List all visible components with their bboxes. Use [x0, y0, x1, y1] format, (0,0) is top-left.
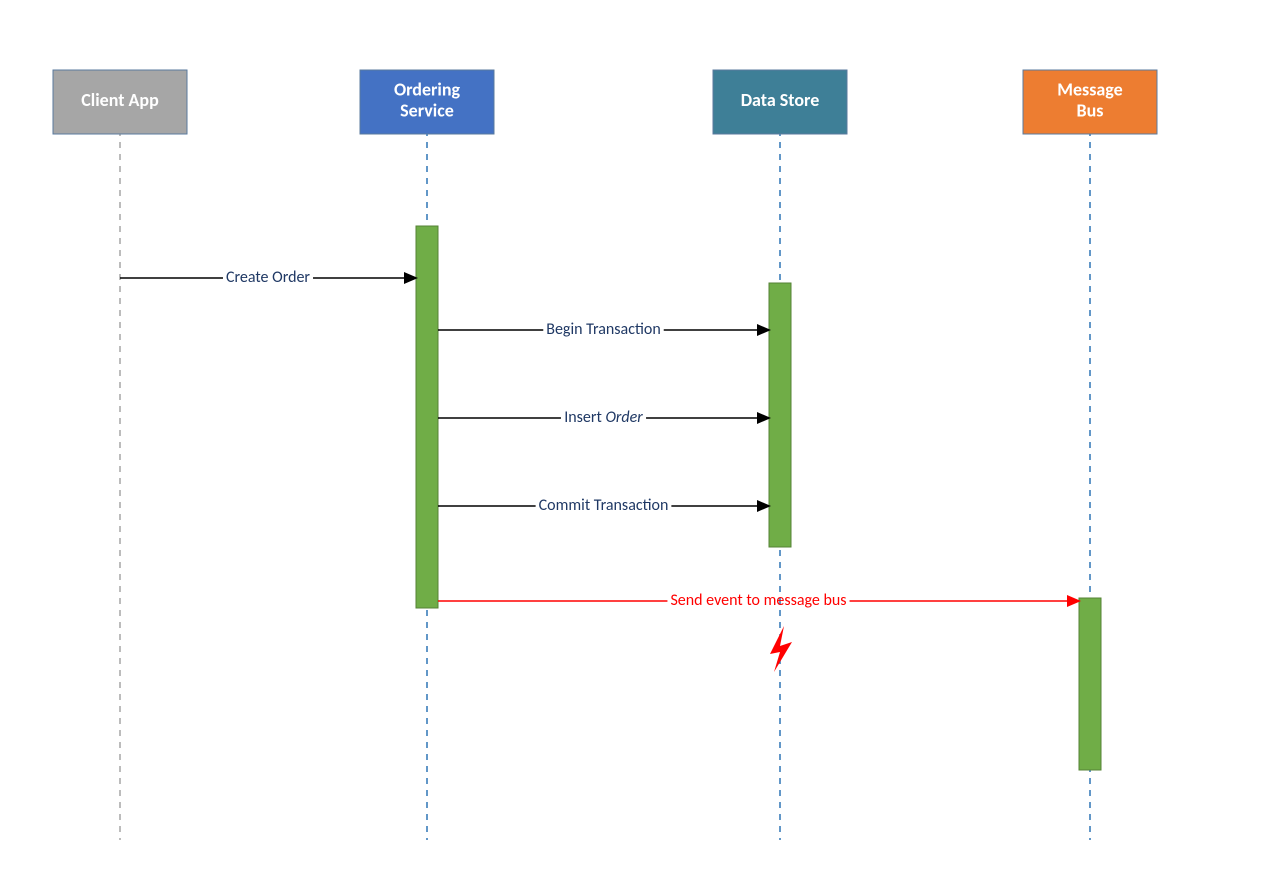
message-0: Create Order — [120, 268, 416, 287]
participants-group: Client AppOrderingServiceData StoreMessa… — [53, 70, 1157, 134]
participant-label-ordering: OrderingService — [394, 79, 461, 122]
activations-group — [416, 226, 1101, 770]
activation-bus — [1079, 598, 1101, 770]
activation-data — [769, 283, 791, 547]
message-label-2: Insert Order — [564, 408, 643, 427]
sequence-diagram: Client AppOrderingServiceData StoreMessa… — [0, 0, 1280, 882]
messages-group: Create Order Begin Transaction Insert Orde… — [120, 268, 1079, 610]
message-1: Begin Transaction — [438, 320, 769, 339]
message-3: Commit Transaction — [438, 496, 769, 515]
message-label-4: Send event to message bus — [670, 591, 846, 610]
activation-ordering — [416, 226, 438, 608]
participant-label-data: Data Store — [741, 89, 820, 111]
bolt-icon — [770, 626, 792, 672]
participant-label-client: Client App — [81, 89, 159, 111]
message-2: Insert Order — [438, 408, 769, 427]
message-label-3: Commit Transaction — [539, 496, 669, 515]
message-label-1: Begin Transaction — [546, 320, 660, 339]
lifelines-group — [120, 130, 1090, 840]
message-label-0: Create Order — [226, 268, 310, 287]
message-4: Send event to message bus — [438, 591, 1079, 610]
